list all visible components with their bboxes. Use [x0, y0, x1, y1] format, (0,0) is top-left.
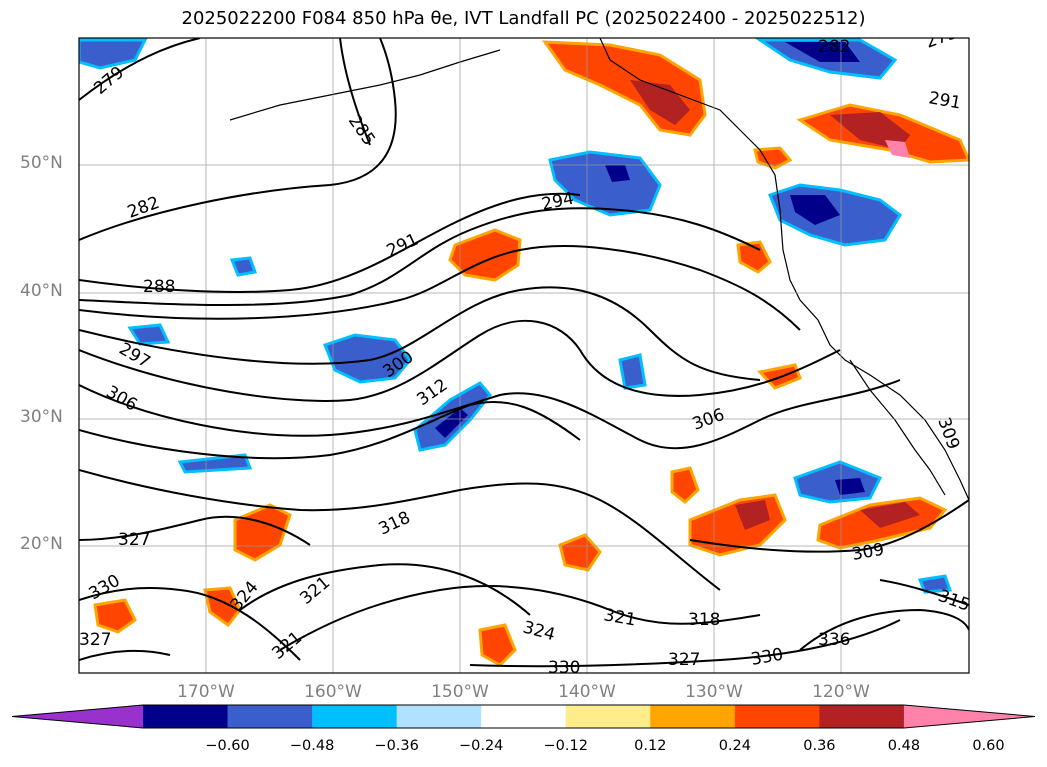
colorbar-swatch — [565, 705, 651, 728]
contour-282 — [79, 38, 397, 241]
lon-label-170w: 170°W — [177, 682, 235, 702]
contour-315 — [879, 579, 969, 606]
lon-label-120w: 120°W — [812, 682, 870, 702]
negative-patch-west-38n — [127, 323, 171, 346]
colorbar-tick-label: 0.60 — [972, 738, 1005, 754]
colorbar-swatch — [734, 705, 820, 728]
colorbar-swatch — [227, 705, 313, 728]
theta-e-contours — [79, 38, 969, 668]
lon-label-160w: 160°W — [304, 682, 362, 702]
negative-patch-pacific-nw-core — [790, 195, 840, 225]
contour-336 — [79, 608, 969, 661]
contour-312 — [79, 401, 581, 460]
colorbar — [11, 704, 1036, 729]
lon-label-150w: 150°W — [431, 682, 489, 702]
colorbar-swatch — [312, 705, 398, 728]
coastline-north-america — [599, 38, 969, 501]
colorbar-outline — [11, 704, 1036, 729]
coastline-baja — [849, 359, 946, 496]
colorbar-tick-label: −0.36 — [374, 738, 419, 754]
contour-285 — [339, 38, 371, 146]
colorbar-swatch — [481, 705, 567, 728]
positive-patch-far-west-15n — [93, 598, 137, 634]
negative-patch-east-15n — [917, 574, 953, 594]
contour-label-330-south: 330 — [548, 658, 580, 678]
contour-294 — [79, 245, 801, 331]
colorbar-swatch — [143, 705, 229, 728]
lon-label-140w: 140°W — [558, 682, 616, 702]
positive-patch-subtropical-east-core — [735, 500, 770, 530]
contour-label-327: 327 — [118, 530, 150, 550]
positive-patch-subtropical-far-east-core — [860, 502, 920, 528]
positive-patch-pacific-45n — [448, 228, 522, 282]
lat-label-20n: 20°N — [20, 534, 63, 554]
contour-label-327-west: 327 — [79, 630, 111, 650]
contour-label-282-east: 282 — [818, 37, 850, 57]
contour-324 — [239, 563, 531, 616]
contour-330 — [79, 587, 901, 668]
contour-label-336: 336 — [818, 630, 850, 650]
colorbar-tick-label: −0.48 — [289, 738, 335, 754]
colorbar-tick-label: 0.12 — [634, 738, 667, 754]
contour-label-327-east: 327 — [668, 650, 700, 670]
contour-label-318-east: 318 — [688, 610, 720, 630]
map-background — [79, 38, 969, 673]
colorbar-tick-label: −0.12 — [543, 738, 588, 754]
colorbar-swatch — [396, 705, 482, 728]
lat-label-50n: 50°N — [20, 153, 63, 173]
contour-321 — [279, 585, 761, 651]
contour-279 — [79, 38, 201, 101]
negative-patch-gulf-alaska-core — [605, 165, 630, 182]
colorbar-swatch — [819, 705, 905, 728]
colorbar-tick-label: 0.24 — [718, 738, 751, 754]
positive-patch-bc-core — [630, 80, 690, 125]
colorbar-tick-label: −0.24 — [458, 738, 504, 754]
colorbar-tick-label: 0.36 — [803, 738, 836, 754]
shaded-anomaly-field — [79, 38, 969, 667]
colorbar-tick-label: 0.48 — [887, 738, 921, 754]
contour-291 — [79, 207, 761, 306]
lon-label-130w: 130°W — [685, 682, 743, 702]
lat-label-30n: 30°N — [20, 407, 63, 427]
colorbar-swatch — [650, 705, 736, 728]
colorbar-extend-min — [12, 705, 143, 728]
colorbar-extend-max — [903, 705, 1035, 728]
graticule — [79, 38, 969, 673]
colorbar-tick-label: −0.60 — [205, 738, 250, 754]
contour-309 — [689, 499, 969, 553]
contour-297 — [79, 286, 761, 381]
negative-patch-alaska — [79, 38, 148, 70]
contour-306 — [79, 379, 901, 450]
negative-patch-pacific-35n — [323, 333, 412, 384]
contour-288 — [79, 192, 581, 293]
contour-300 — [79, 319, 841, 402]
negative-patch-baja-west-core — [835, 478, 865, 495]
negative-patch-west-45n — [229, 256, 258, 277]
positive-patch-central-20n — [558, 533, 602, 572]
negative-patch-gulf-alaska — [548, 150, 662, 217]
positive-patch-subtropical-north — [670, 466, 700, 504]
map-title: 2025022200 F084 850 hPa θe, IVT Landfall… — [181, 8, 866, 29]
contour-327 — [79, 515, 311, 546]
positive-patch-central-south — [478, 623, 517, 667]
positive-patch-oregon — [736, 240, 772, 274]
positive-patch-washington — [753, 146, 793, 170]
negative-patch-central-38n — [618, 353, 647, 390]
contour-label-288: 288 — [143, 277, 175, 297]
lat-label-40n: 40°N — [20, 281, 63, 301]
negative-patch-west-25n — [177, 453, 253, 474]
contour-318 — [79, 469, 721, 591]
positive-patch-interior-peak — [885, 140, 910, 158]
map-frame — [78, 37, 970, 674]
